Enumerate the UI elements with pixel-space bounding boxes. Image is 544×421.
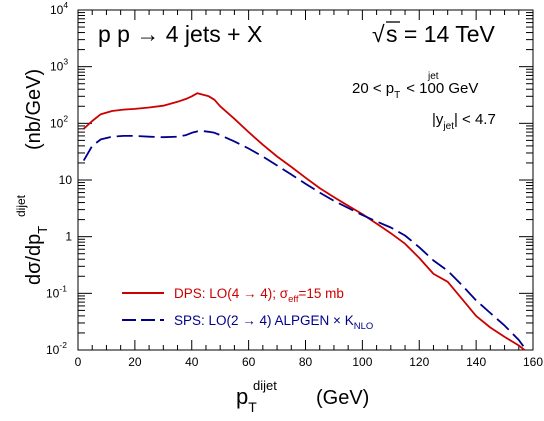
y-tick-label: 103	[50, 57, 68, 74]
x-tick-label: 140	[466, 355, 486, 369]
y-tick-label: 10-2	[46, 340, 67, 357]
xlabel-sub: T	[248, 399, 257, 415]
svg-text:|yjet| < 4.7: |yjet| < 4.7	[432, 111, 496, 132]
series-line-dps	[83, 92, 526, 351]
x-tick-label: 20	[128, 355, 142, 369]
ylabel-sub: T	[35, 226, 50, 234]
pt-cut-sup: jet	[427, 71, 439, 82]
pt-cut-sub: T	[394, 90, 400, 101]
sqrt-symbol: √	[372, 21, 385, 47]
ylabel-main: dσ/dp	[23, 234, 45, 285]
x-tick-label: 100	[352, 355, 372, 369]
curves	[82, 92, 526, 351]
xlabel-main: p	[236, 384, 248, 409]
ylabel-unit: (nb/GeV)	[23, 69, 45, 150]
series-line-sps	[82, 130, 526, 349]
chart-title: p p → 4 jets + X	[98, 21, 262, 47]
eta-cut-left: |y	[432, 111, 444, 128]
y-tick-label: 104	[50, 0, 68, 17]
y-tick-label: 102	[50, 113, 68, 130]
y-tick-label: 10	[59, 173, 73, 187]
svg-text:pT: pT	[236, 384, 257, 415]
eta-cut: |yjet| < 4.7	[432, 111, 496, 132]
legend-label-sps: SPS: LO(2 → 4) ALPGEN × KNLO	[174, 313, 373, 332]
x-axis-label: pT dijet (GeV)	[236, 378, 369, 415]
pt-cut-left: 20 < p	[352, 80, 394, 97]
x-tick-label: 0	[75, 355, 82, 369]
eta-cut-sub: jet	[442, 121, 454, 132]
xlabel-unit: (GeV)	[316, 387, 369, 409]
y-tick-label: 1	[65, 230, 72, 244]
x-tick-label: 60	[242, 355, 256, 369]
eta-cut-right: | < 4.7	[454, 111, 496, 128]
legend-label-dps: DPS: LO(4 → 4); σeff=15 mb	[174, 286, 344, 305]
y-tick-label: 10-1	[46, 283, 67, 300]
x-tick-label: 40	[185, 355, 199, 369]
svg-text:dσ/dpT: dσ/dpT	[23, 226, 50, 285]
energy-label: √ s = 14 TeV	[372, 21, 496, 47]
x-axis: 0 20 40 60 80 100 120 140 160	[75, 10, 543, 369]
xlabel-sup: dijet	[253, 378, 277, 393]
y-axis: 10-2 10-1 1 10 102 103 104	[46, 0, 533, 357]
ylabel-sup: dijet	[14, 194, 28, 217]
x-tick-label: 120	[409, 355, 429, 369]
pt-cut-right: < 100 GeV	[406, 80, 478, 97]
pt-cut: 20 < pT < 100 GeV jet	[352, 71, 478, 101]
y-axis-label: dσ/dpT dijet (nb/GeV)	[14, 69, 50, 285]
x-tick-label: 160	[523, 355, 543, 369]
legend: DPS: LO(4 → 4); σeff=15 mb SPS: LO(2 → 4…	[122, 286, 373, 332]
energy-text: s = 14 TeV	[386, 21, 496, 47]
x-tick-label: 80	[299, 355, 313, 369]
svg-text:20 < pT< 100 GeV: 20 < pT < 100 GeV	[352, 80, 478, 101]
